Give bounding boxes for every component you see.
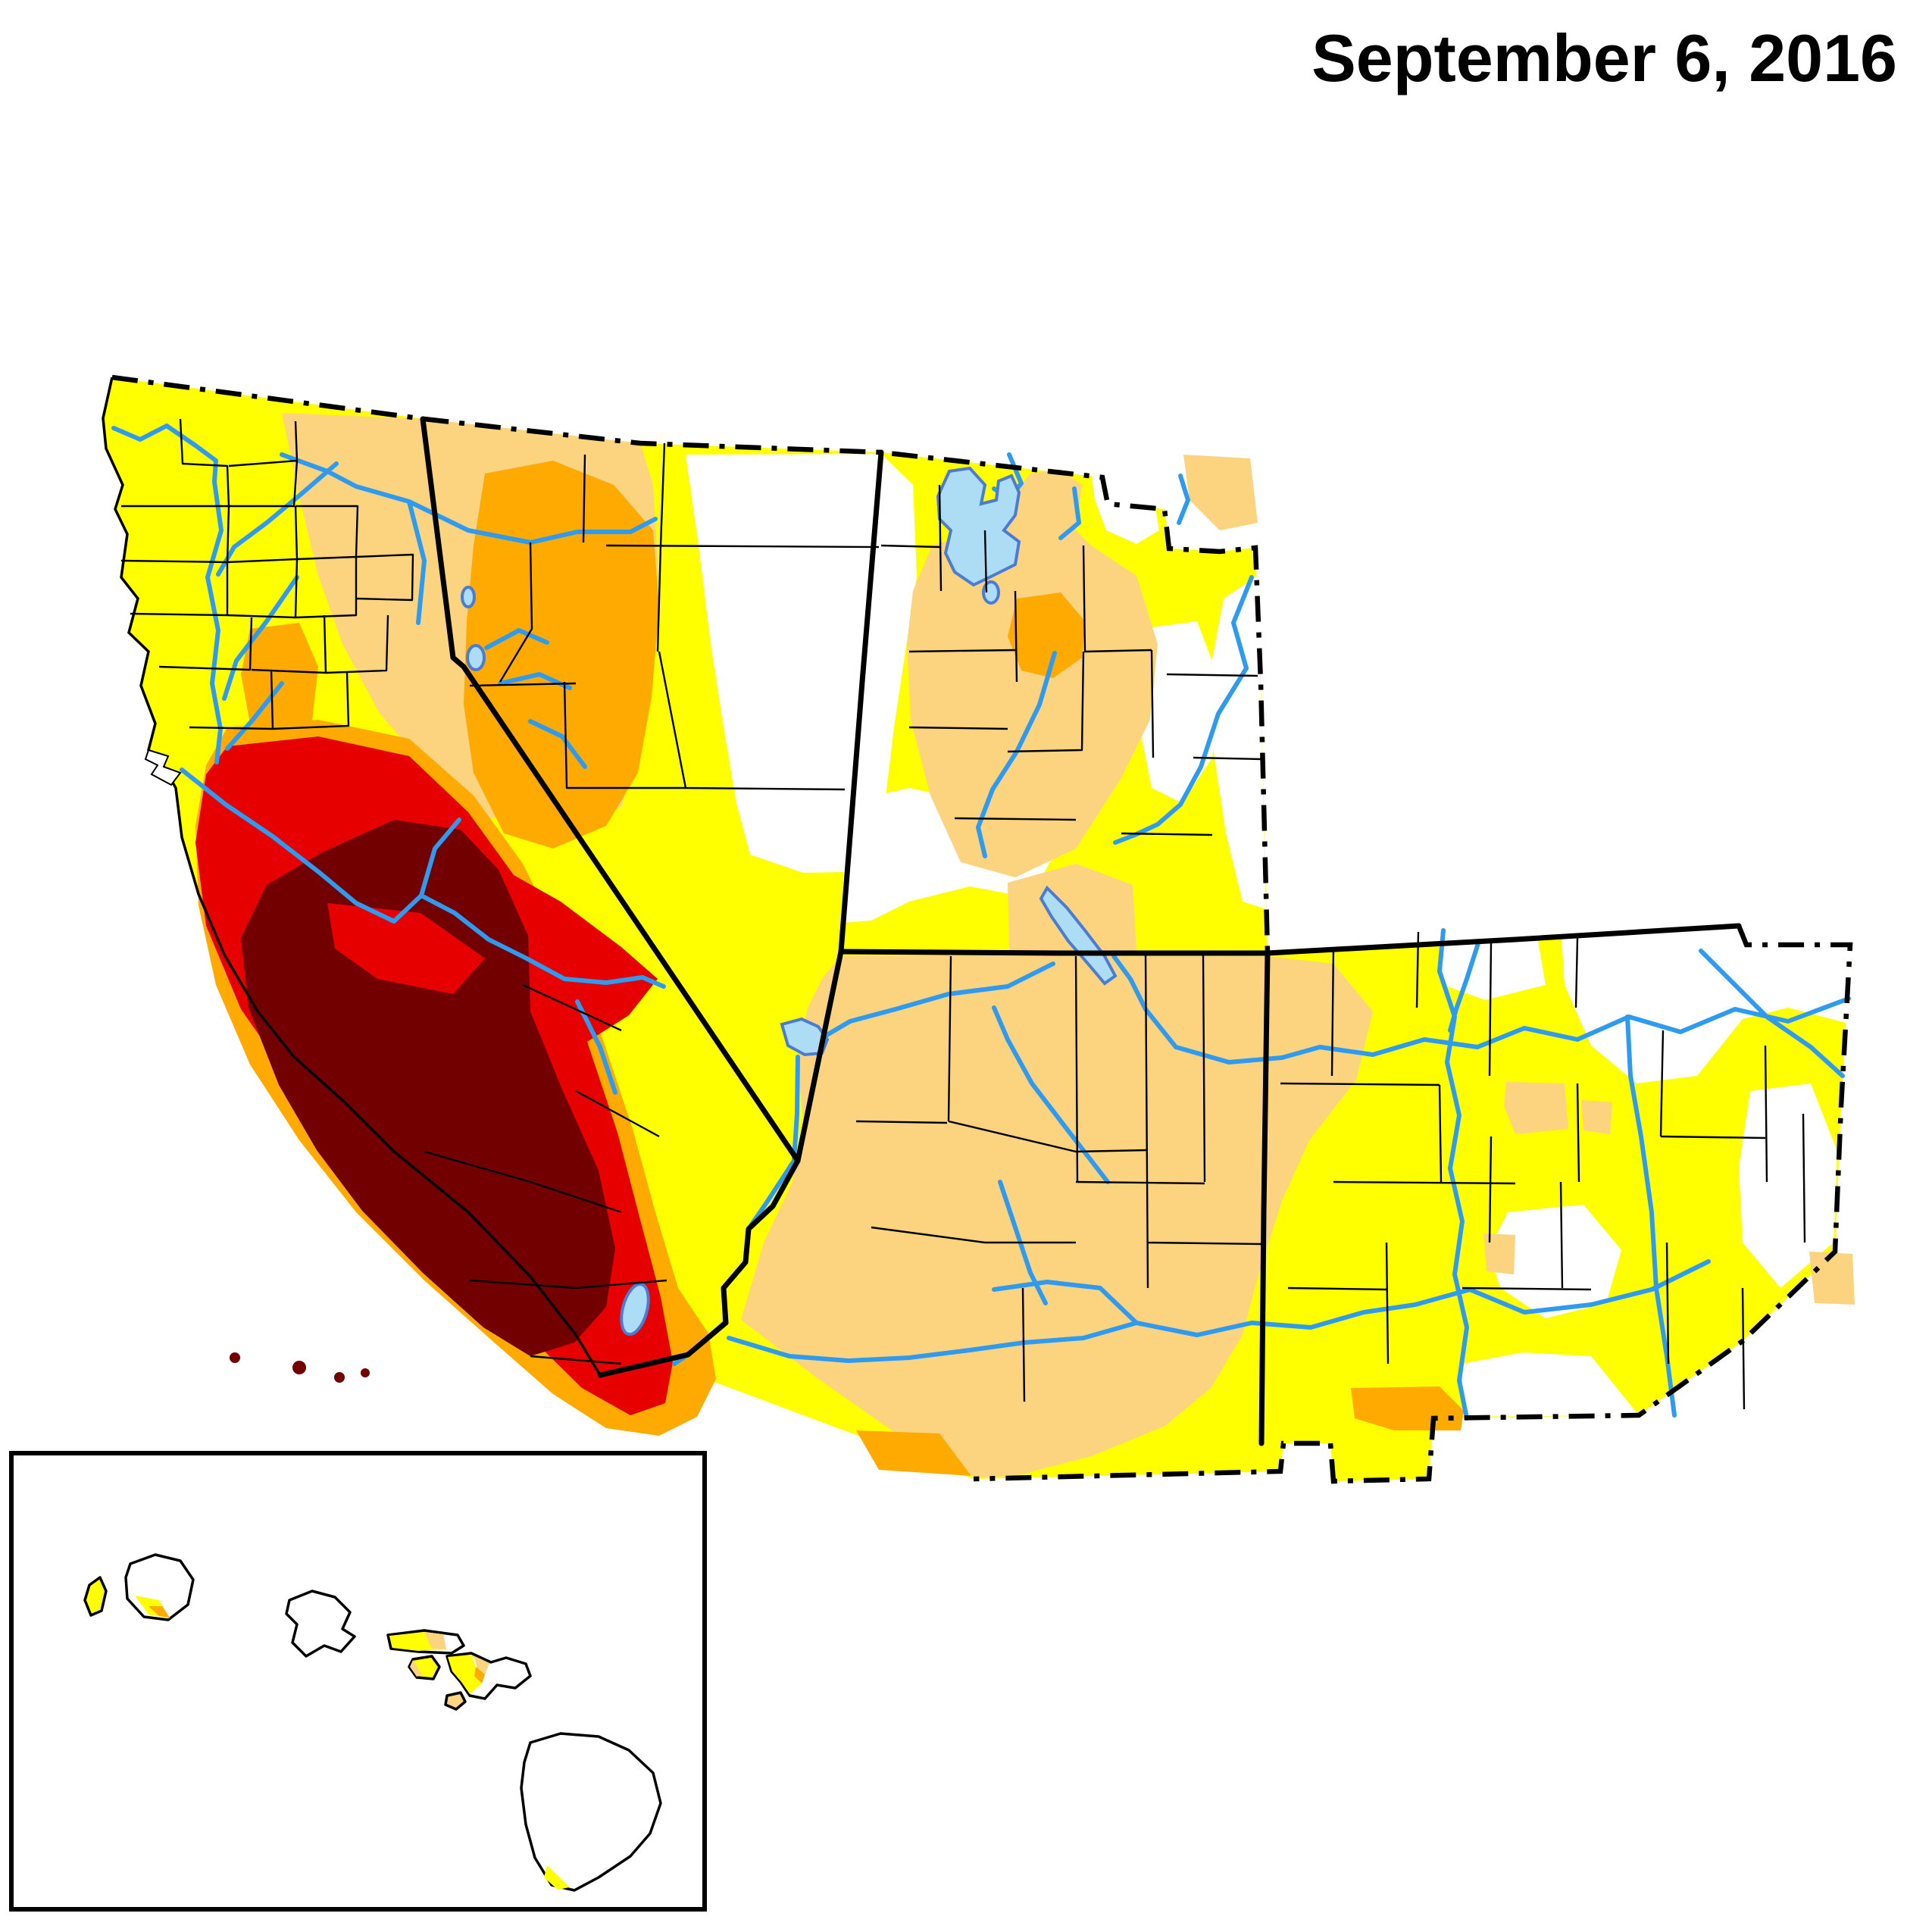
white-newmexico-south — [1462, 1352, 1639, 1417]
border-california-arizona — [685, 1158, 801, 1358]
outline-east-dashdot — [973, 924, 1853, 1484]
island-kahoolawe — [444, 1691, 467, 1711]
state-borders-layer — [420, 416, 1742, 1446]
county-lines — [120, 418, 1806, 1410]
d1-arizona-newmexico — [741, 955, 1373, 1477]
sf-bay-shape — [144, 749, 182, 786]
hawaii-inset — [9, 1451, 707, 1912]
d3-valley-wedge — [327, 903, 485, 994]
molokai-d1-patch — [424, 1632, 446, 1649]
lake-mead — [780, 1017, 830, 1057]
island-niihau — [83, 1576, 108, 1617]
maui-d2-patch — [474, 1667, 485, 1683]
island-hawaii — [520, 1732, 662, 1892]
lakes-layer — [461, 466, 1118, 1336]
maui-d0-patch — [448, 1655, 482, 1694]
d1-nm-patch-3 — [1483, 1233, 1515, 1274]
border-arizona-newmexico — [1258, 950, 1271, 1446]
d4-channel-island-1 — [230, 1352, 240, 1363]
white-east-nevada — [686, 454, 917, 873]
sf-bay — [144, 749, 182, 786]
border-newmexico-colorado — [1265, 923, 1742, 956]
border-utah-arizona — [838, 949, 1271, 956]
hawaii-d0-patch — [544, 1865, 570, 1890]
border-nevada-arizona — [795, 949, 844, 1164]
d1-utah-southwest — [1008, 864, 1136, 952]
lake-tahoe — [466, 644, 486, 671]
border-california-nevada — [420, 416, 801, 1164]
maui-d1-patch — [471, 1655, 489, 1674]
island-oahu — [285, 1590, 356, 1658]
border-california-mexico — [597, 1352, 691, 1378]
d1-nm-patch-4 — [1809, 1252, 1855, 1305]
salton-sea — [620, 1282, 650, 1336]
d2-nevada-band — [464, 461, 659, 849]
kauai-d2-patch — [148, 1606, 170, 1618]
d1-utah-northeast — [1183, 455, 1258, 530]
outline-north-dashdot — [111, 374, 1271, 954]
d4-channel-island-2 — [292, 1361, 306, 1374]
great-salt-lake — [936, 466, 1021, 587]
pyramid-lake — [461, 586, 476, 608]
white-newmexico-northeast — [1561, 926, 1850, 1083]
d3-inlier-layer — [327, 903, 485, 994]
d1-nm-patch-1 — [1504, 1082, 1568, 1134]
d2-arizona-south-tip — [856, 1430, 971, 1476]
map-date-title: September 6, 2016 — [1311, 20, 1897, 95]
d4-channel-island-3 — [334, 1372, 345, 1383]
d2-utah-core — [1008, 592, 1085, 678]
white-utah-north — [1089, 455, 1159, 544]
county-lines-layer — [120, 418, 1806, 1410]
border-nevada-utah — [838, 449, 884, 955]
white-newmexico-east — [1739, 1083, 1837, 1288]
d1-nm-patch-2 — [1581, 1100, 1612, 1134]
lanai-d1-patch — [410, 1660, 422, 1677]
lake-powell — [1039, 885, 1118, 986]
d4-channel-island-4 — [361, 1368, 370, 1377]
white-utah-east — [1211, 576, 1266, 909]
